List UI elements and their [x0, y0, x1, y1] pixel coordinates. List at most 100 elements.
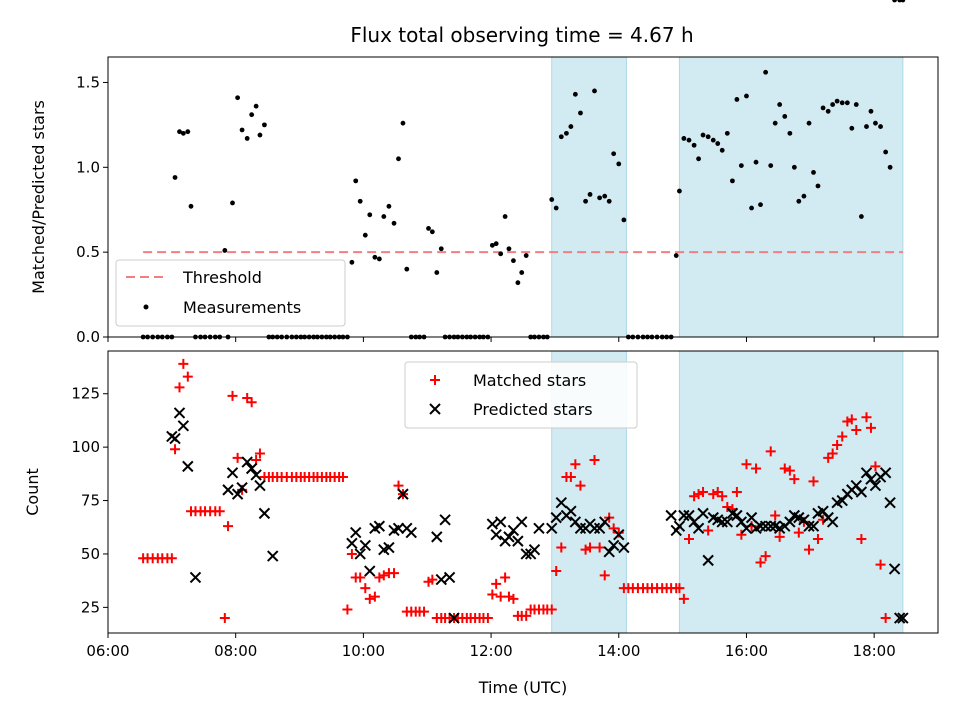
matched-star-marker: [760, 551, 771, 562]
predicted-star-marker: [439, 514, 451, 526]
predicted-star-marker: [177, 420, 190, 432]
measurement-point: [564, 130, 569, 136]
measurement-point: [677, 188, 682, 194]
matched-star-marker: [698, 487, 709, 497]
measurement-point: [553, 205, 559, 211]
predicted-star-marker: [258, 507, 271, 520]
predicted-star-marker: [435, 573, 447, 586]
chart-title: Flux total observing time = 4.67 h: [350, 23, 693, 47]
matched-star-marker: [389, 568, 400, 579]
matched-star-marker: [374, 572, 385, 583]
predicted-star-marker: [346, 537, 358, 549]
predicted-star-marker: [528, 543, 541, 556]
predicted-star-marker: [516, 516, 528, 528]
predicted-star-marker: [494, 516, 507, 528]
matched-star-marker: [546, 604, 557, 615]
top-y-ticks: 0.0 0.5 1.0 1.5: [76, 73, 108, 346]
measurement-point: [758, 202, 763, 208]
predicted-star-marker: [603, 546, 615, 558]
matched-star-marker: [779, 463, 790, 474]
measurement-point: [753, 159, 759, 165]
matched-star-marker: [337, 472, 348, 483]
bottom-y-axis-label: Count: [23, 468, 42, 516]
matched-star-marker: [170, 444, 181, 455]
measurement-point: [493, 241, 499, 247]
measurement-point: [353, 178, 359, 184]
matched-star-marker: [789, 474, 800, 485]
measurement-point: [188, 203, 194, 209]
x-tick-label: 06:00: [86, 642, 129, 660]
predicted-star-marker: [222, 484, 234, 496]
predicted-star-marker: [599, 516, 611, 528]
predicted-star-marker: [182, 460, 194, 473]
predicted-star-marker: [869, 479, 882, 492]
predicted-star-marker: [383, 541, 395, 554]
measurement-point: [391, 220, 397, 226]
measurement-point: [719, 147, 725, 153]
matched-star-marker: [770, 510, 781, 521]
matched-star-marker: [223, 521, 234, 532]
y-tick-label: 75: [81, 492, 100, 510]
measurement-point: [715, 141, 721, 146]
predicted-star-marker: [879, 467, 892, 479]
measurement-point: [787, 130, 793, 136]
matched-star-marker: [870, 461, 881, 472]
predicted-star-marker: [512, 535, 524, 547]
matched-star-marker: [774, 531, 785, 542]
measurement-point: [519, 270, 525, 275]
measurement-point: [426, 225, 431, 231]
matched-star-marker: [246, 397, 257, 408]
measurement-point: [791, 164, 797, 170]
x-tick-label: 18:00: [853, 642, 896, 660]
matched-star-marker: [689, 491, 700, 502]
measurement-point: [489, 242, 495, 248]
top-legend-box: [115, 259, 346, 327]
measurement-point: [777, 102, 783, 107]
measurement-point: [177, 129, 182, 135]
measurement-point: [434, 270, 440, 275]
measurement-point: [801, 193, 807, 199]
top-x-ticks: [107, 337, 875, 342]
matched-star-marker: [232, 452, 243, 463]
measurement-point: [372, 254, 378, 260]
measurement-point: [362, 232, 368, 238]
predicted-star-marker: [759, 520, 772, 532]
measurement-point: [249, 112, 255, 118]
measurement-point: [511, 258, 516, 264]
predicted-star-marker: [448, 612, 460, 624]
predicted-star-marker: [250, 469, 262, 481]
measurement-point: [515, 280, 521, 286]
x-axis-label: Time (UTC): [478, 678, 567, 697]
measurement-point: [244, 136, 250, 141]
measurement-point: [730, 178, 735, 184]
predicted-star-marker: [189, 571, 202, 584]
predicted-star-marker: [169, 432, 181, 445]
legend-x-marker: [429, 403, 441, 415]
ratio-panel: 0.0 0.5 1.0 1.5 Matched/Predicted stars Thr…: [29, 0, 939, 346]
predicted-star-marker: [431, 531, 443, 543]
matched-star-marker: [482, 613, 493, 624]
predicted-star-marker: [245, 462, 258, 475]
matched-star-marker: [342, 604, 353, 615]
measurement-point: [523, 253, 529, 258]
measurement-point: [502, 214, 508, 219]
measurement-point: [820, 105, 826, 111]
measurement-point: [222, 248, 228, 253]
y-tick-label: 0.0: [76, 328, 100, 346]
predicted-star-marker: [405, 526, 417, 539]
matched-star-marker: [842, 416, 853, 427]
x-tick-label: 16:00: [725, 642, 768, 660]
measurement-point: [376, 256, 382, 262]
predicted-star-marker: [807, 520, 820, 532]
matched-star-marker: [585, 542, 596, 553]
matched-star-marker: [594, 542, 605, 553]
measurement-point: [873, 120, 878, 126]
predicted-star-marker: [574, 522, 587, 535]
measurement-point: [796, 198, 802, 204]
measurement-point: [611, 151, 617, 157]
matched-star-marker: [851, 425, 862, 436]
measurement-point: [887, 164, 893, 170]
matched-star-marker: [703, 525, 714, 536]
predicted-star-marker: [607, 539, 620, 552]
measurement-point: [257, 132, 263, 138]
